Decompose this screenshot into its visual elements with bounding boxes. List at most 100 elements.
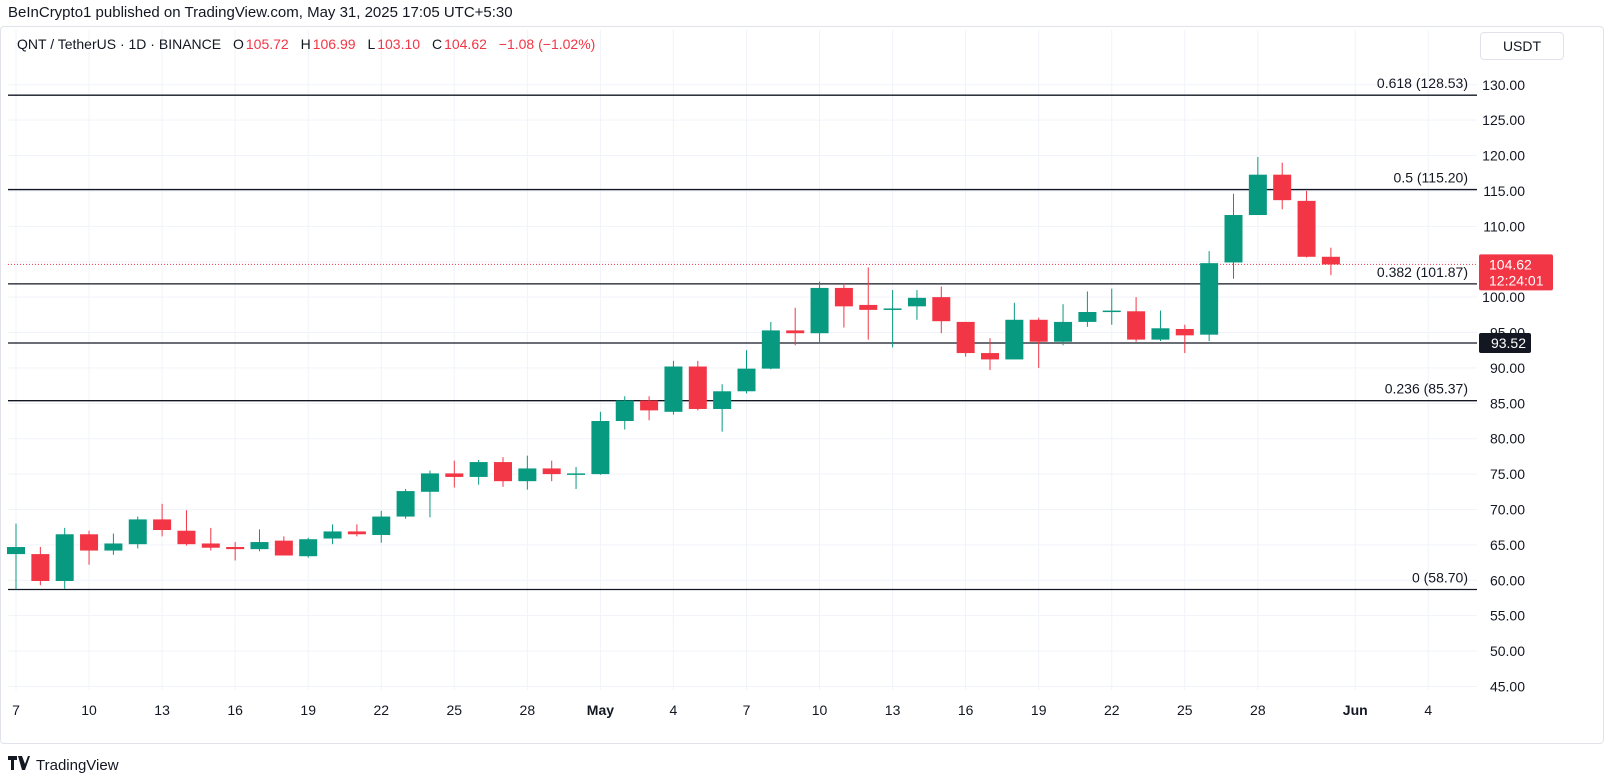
x-tick-label: 25: [447, 702, 463, 718]
currency-button[interactable]: USDT: [1480, 32, 1564, 60]
x-tick-label: 19: [1031, 702, 1047, 718]
fib-level-label: 0.236 (85.37): [1385, 381, 1468, 397]
y-tick-label: 130.00: [1482, 77, 1525, 93]
y-tick-label: 70.00: [1490, 501, 1525, 517]
x-tick-label: 22: [373, 702, 389, 718]
candle-body: [1273, 174, 1292, 201]
candle-body: [810, 287, 829, 334]
last-price-tag: [1479, 254, 1553, 291]
candle-body: [1248, 174, 1267, 216]
support-price-tag-text: 93.52: [1491, 335, 1526, 351]
candle-body: [469, 462, 488, 477]
candle-body: [1297, 200, 1316, 257]
x-tick-label: 16: [958, 702, 974, 718]
candle-body: [1078, 312, 1097, 322]
candle-body: [956, 321, 975, 354]
candle-body: [591, 421, 610, 475]
candle-body: [640, 400, 659, 411]
y-tick-label: 110.00: [1483, 218, 1525, 234]
y-tick-label: 55.00: [1490, 608, 1525, 624]
last-price-tag-text: 104.62: [1489, 256, 1532, 272]
candle-body: [1321, 256, 1340, 265]
high-label: H: [300, 36, 311, 52]
low-value: 103.10: [377, 36, 421, 52]
candle-body: [153, 519, 172, 531]
candle-body: [518, 468, 537, 482]
fib-level-label: 0.5 (115.20): [1394, 170, 1468, 186]
x-tick-label: 10: [81, 702, 97, 718]
footer-brand[interactable]: TradingView: [8, 756, 119, 775]
x-tick-label: 4: [670, 702, 678, 718]
publish-info: BeInCrypto1 published on TradingView.com…: [8, 4, 513, 21]
y-tick-label: 85.00: [1490, 395, 1525, 411]
candle-body: [542, 468, 561, 475]
candle-body: [907, 297, 926, 307]
candle-body: [177, 530, 196, 545]
y-tick-label: 90.00: [1490, 360, 1525, 376]
fib-level-label: 0.382 (101.87): [1377, 264, 1468, 280]
open-label: O: [232, 36, 244, 52]
candle-body: [932, 297, 951, 322]
y-tick-label: 100.00: [1482, 289, 1525, 305]
candle-body: [80, 534, 99, 551]
candle-body: [615, 400, 634, 422]
candle-body: [786, 330, 805, 334]
candle-body: [737, 368, 756, 392]
x-tick-label: 25: [1177, 702, 1193, 718]
candle-body: [1224, 215, 1243, 263]
x-tick-label: 4: [1424, 702, 1432, 718]
support-price-tag: [1479, 333, 1531, 354]
x-tick-label: 13: [154, 702, 170, 718]
high-value: 106.99: [312, 36, 356, 52]
low-label: L: [367, 36, 376, 52]
candle-body: [420, 473, 439, 492]
candle-body: [1151, 328, 1170, 340]
candle-body: [1102, 310, 1121, 313]
y-tick-label: 60.00: [1490, 572, 1525, 588]
close-value: 104.62: [444, 36, 487, 52]
candle-body: [323, 531, 342, 539]
candle-body: [274, 540, 293, 556]
x-tick-label: 10: [812, 702, 828, 718]
candle-body: [445, 473, 464, 477]
candle-body: [104, 543, 123, 551]
x-tick-label: 19: [300, 702, 316, 718]
x-tick-label: 28: [1250, 702, 1266, 718]
candle-body: [761, 330, 780, 369]
y-tick-label: 120.00: [1482, 148, 1525, 164]
open-value: 105.72: [245, 36, 289, 52]
footer-brand-text: TradingView: [36, 757, 119, 774]
candle-body: [981, 353, 999, 360]
candle-body: [494, 462, 512, 482]
candle-body: [347, 531, 366, 535]
y-tick-label: 80.00: [1490, 431, 1525, 447]
y-tick-label: 115.00: [1483, 183, 1525, 199]
fib-level-label: 0 (58.70): [1412, 569, 1468, 585]
candle-body: [250, 542, 269, 550]
candle-body: [1029, 319, 1048, 342]
symbol-title[interactable]: QNT / TetherUS · 1D · BINANCE: [17, 36, 222, 52]
y-tick-label: 75.00: [1490, 466, 1525, 482]
candle-body: [834, 287, 853, 307]
candle-body: [299, 539, 318, 557]
chart-frame: [0, 26, 1604, 744]
candle-body: [201, 543, 220, 548]
candle-body: [688, 366, 707, 409]
x-tick-label: 16: [227, 702, 243, 718]
candle-body: [7, 547, 25, 555]
y-tick-label: 45.00: [1490, 678, 1525, 694]
x-tick-label: May: [587, 702, 614, 718]
candle-body: [128, 519, 147, 545]
candle-body: [372, 516, 391, 535]
close-label: C: [431, 36, 443, 52]
x-tick-label: 7: [743, 702, 751, 718]
x-tick-label: 13: [885, 702, 901, 718]
x-tick-label: 7: [12, 702, 20, 718]
candle-body: [396, 491, 415, 517]
candle-body: [664, 366, 683, 412]
x-tick-label: Jun: [1343, 702, 1368, 718]
change-value: −1.08 (−1.02%): [498, 36, 596, 52]
y-tick-label: 50.00: [1490, 643, 1525, 659]
candle-body: [1200, 263, 1219, 335]
